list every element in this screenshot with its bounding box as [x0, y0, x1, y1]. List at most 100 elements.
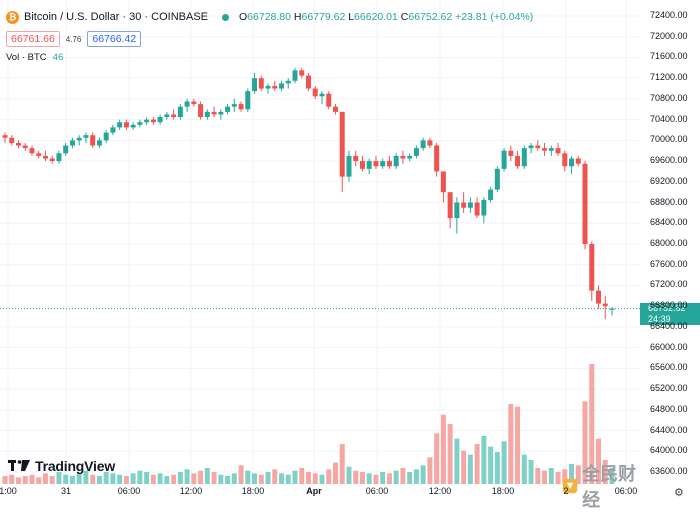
- volume-bar: [609, 468, 615, 484]
- price-tick-label: 64000.00: [650, 445, 688, 456]
- price-tick-label: 64800.00: [650, 403, 688, 414]
- price-chart[interactable]: [0, 0, 640, 484]
- volume-bar: [413, 469, 419, 484]
- candle-body: [56, 153, 62, 162]
- price-tick-label: 66400.00: [650, 320, 688, 331]
- candle-body: [494, 168, 500, 190]
- chart-area[interactable]: ₿ Bitcoin / U.S. Dollar · 30 · COINBASE …: [0, 0, 640, 510]
- volume-bar: [299, 468, 305, 484]
- candle-body: [238, 104, 244, 110]
- bar-countdown: 24:39: [648, 313, 671, 324]
- price-axis[interactable]: 66752.62 24:39 72400.00 72000.00 71600.00 7…: [640, 0, 700, 484]
- volume-bar: [407, 472, 413, 484]
- volume-bar: [427, 457, 433, 484]
- symbol-legend: ₿ Bitcoin / U.S. Dollar · 30 · COINBASE …: [6, 9, 533, 25]
- candle-body: [299, 70, 305, 76]
- volume-bar: [346, 466, 352, 484]
- volume-bar: [22, 476, 28, 484]
- price-tick-label: 63600.00: [650, 466, 688, 476]
- candle-body: [110, 127, 116, 133]
- candle-body: [346, 155, 352, 177]
- volume-bar: [332, 462, 338, 484]
- volume-bar: [353, 470, 359, 484]
- candle-body: [191, 101, 197, 105]
- volume-bar: [42, 473, 48, 484]
- candle-body: [582, 163, 588, 244]
- candle-body: [22, 145, 28, 149]
- price-tick-label: 70800.00: [650, 92, 688, 103]
- candle-body: [29, 148, 35, 154]
- candle-body: [90, 135, 96, 146]
- candle-body: [353, 155, 359, 162]
- volume-bar: [359, 472, 365, 484]
- bitcoin-logo-icon: ₿: [6, 10, 19, 24]
- candle-body: [285, 80, 291, 84]
- price-tick-label: 64400.00: [650, 424, 688, 435]
- volume-bar: [171, 474, 177, 484]
- candle-body: [9, 137, 15, 143]
- candle-body: [211, 111, 217, 115]
- time-tick-label: 2: [563, 486, 569, 496]
- volume-bar: [191, 473, 197, 484]
- candle-body: [258, 78, 264, 89]
- tradingview-watermark[interactable]: TradingView: [8, 458, 115, 474]
- candle-body: [447, 192, 453, 219]
- tradingview-brand: TradingView: [35, 458, 116, 474]
- volume-legend[interactable]: Vol · BTC 46: [6, 52, 63, 63]
- candle-body: [83, 135, 89, 138]
- volume-bar: [157, 473, 163, 484]
- volume-bar: [521, 454, 527, 484]
- candle-body: [279, 83, 285, 89]
- candle-body: [177, 106, 183, 118]
- volume-bar: [117, 474, 123, 484]
- volume-bar: [548, 468, 554, 484]
- price-tick-label: 69600.00: [650, 155, 688, 166]
- price-tick-label: 65200.00: [650, 383, 688, 394]
- volume-bar: [103, 472, 109, 484]
- candle-body: [528, 145, 534, 149]
- gear-icon[interactable]: ⚙: [674, 487, 684, 499]
- volume-bar: [211, 472, 217, 484]
- candle-body: [589, 244, 595, 291]
- volume-bar: [501, 441, 507, 484]
- volume-bar: [265, 472, 271, 484]
- candle-body: [339, 111, 345, 177]
- volume-bar: [312, 473, 318, 484]
- buy-price-button[interactable]: 66766.42: [87, 31, 142, 47]
- volume-bar: [488, 446, 494, 484]
- volume-bar: [434, 433, 440, 484]
- volume-bar: [582, 401, 588, 484]
- candle-body: [63, 145, 69, 154]
- price-tick-label: 68000.00: [650, 238, 688, 248]
- price-tick-label: 70400.00: [650, 113, 688, 124]
- candle-body: [521, 148, 527, 167]
- volume-bar: [144, 472, 150, 484]
- sell-price-button[interactable]: 66761.66: [6, 31, 60, 47]
- volume-bar: [90, 474, 96, 484]
- volume-bar: [252, 473, 258, 484]
- volume-bar: [204, 468, 210, 484]
- volume-bar: [292, 470, 298, 484]
- candle-body: [569, 158, 575, 167]
- volume-bar: [339, 444, 345, 484]
- candle-body: [76, 137, 82, 141]
- candle-body: [535, 145, 541, 149]
- volume-bar: [319, 474, 325, 484]
- volume-bar: [96, 476, 102, 484]
- candle-body: [373, 161, 379, 167]
- volume-bar: [596, 438, 602, 484]
- candle-body: [609, 308, 615, 310]
- ohlc-open: 66728.80: [247, 11, 291, 23]
- candle-body: [366, 161, 372, 169]
- symbol-title[interactable]: Bitcoin / U.S. Dollar · 30 · COINBASE: [24, 11, 208, 23]
- volume-bar: [130, 473, 136, 484]
- ohlc-values: O66728.80 H66779.62 L66620.01 C66752.62 …: [239, 11, 534, 23]
- time-tick-label: 06:00: [117, 486, 141, 496]
- candle-body: [440, 171, 446, 193]
- candle-body: [467, 202, 473, 208]
- candle-body: [332, 106, 338, 112]
- volume-bar: [238, 465, 244, 484]
- last-price-value: 66752.62: [648, 302, 686, 313]
- time-axis[interactable]: 1:00 31 06:00 12:00 18:00 Apr 06:00 12:00 18:00 2…: [0, 484, 640, 502]
- volume-bar: [447, 424, 453, 484]
